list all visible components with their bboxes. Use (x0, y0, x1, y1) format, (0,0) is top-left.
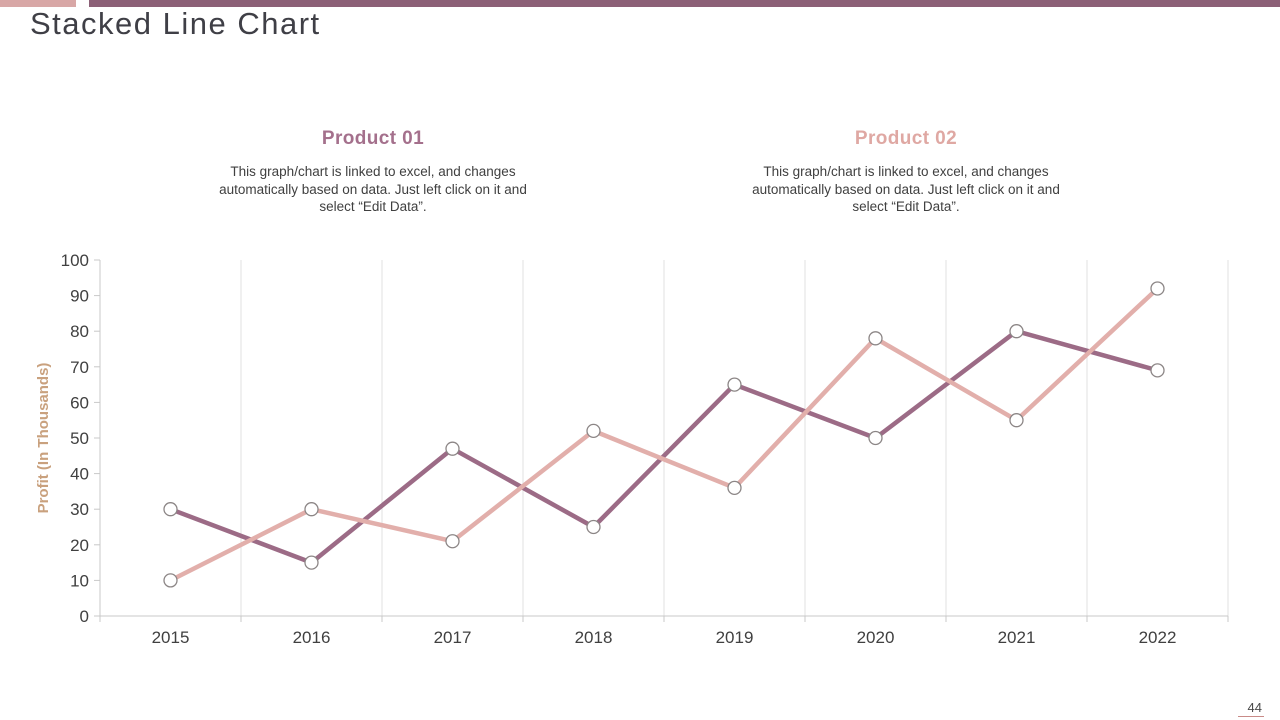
y-tick-label: 70 (70, 358, 89, 377)
x-tick-label: 2019 (716, 628, 754, 647)
y-tick-label: 0 (80, 607, 89, 626)
data-point-marker (445, 441, 460, 456)
x-tick-label: 2015 (152, 628, 190, 647)
top-accent-bar-right (89, 0, 1280, 7)
data-point-marker (1150, 363, 1165, 378)
y-axis-title: Profit (In Thousands) (35, 363, 52, 514)
y-tick-label: 60 (70, 393, 89, 412)
slide-title: Stacked Line Chart (30, 6, 321, 41)
y-tick-label: 10 (70, 571, 89, 590)
product-02-heading: Product 02 (854, 128, 958, 149)
product-01-heading: Product 01 (321, 128, 425, 149)
data-point-marker (1009, 413, 1024, 428)
y-tick-label: 50 (70, 429, 89, 448)
data-point-marker (868, 331, 883, 346)
y-tick-label: 80 (70, 322, 89, 341)
data-point-marker (586, 519, 601, 535)
top-accent-bar-left (0, 0, 76, 7)
data-point-marker (304, 555, 319, 570)
y-tick-label: 20 (70, 536, 89, 555)
x-tick-label: 2017 (434, 628, 472, 647)
data-point-marker (727, 377, 742, 392)
product-02-description: This graph/chart is linked to excel, and… (752, 164, 1060, 214)
data-point-marker (727, 480, 742, 495)
product-01-description: This graph/chart is linked to excel, and… (219, 164, 527, 214)
y-tick-label: 100 (61, 251, 89, 270)
x-tick-label: 2018 (575, 628, 613, 647)
data-point-marker (1150, 281, 1165, 296)
product-02-block: Product 02 This graph/chart is linked to… (721, 128, 1091, 216)
series-line (168, 328, 1160, 565)
data-point-marker (163, 573, 178, 588)
data-point-marker (868, 430, 883, 446)
x-tick-label: 2022 (1139, 628, 1177, 647)
product-01-block: Product 01 This graph/chart is linked to… (188, 128, 558, 216)
x-tick-label: 2021 (998, 628, 1036, 647)
x-tick-label: 2020 (857, 628, 895, 647)
y-tick-label: 40 (70, 465, 89, 484)
data-point-marker (586, 423, 601, 439)
data-point-marker (163, 502, 178, 517)
data-point-marker (304, 502, 319, 517)
series-line (168, 286, 1160, 583)
data-point-marker (1009, 324, 1024, 339)
data-point-marker (445, 534, 460, 549)
y-tick-label: 30 (70, 500, 89, 519)
page-number: 44 (1237, 700, 1264, 717)
x-tick-label: 2016 (293, 628, 331, 647)
y-tick-label: 90 (70, 287, 89, 306)
